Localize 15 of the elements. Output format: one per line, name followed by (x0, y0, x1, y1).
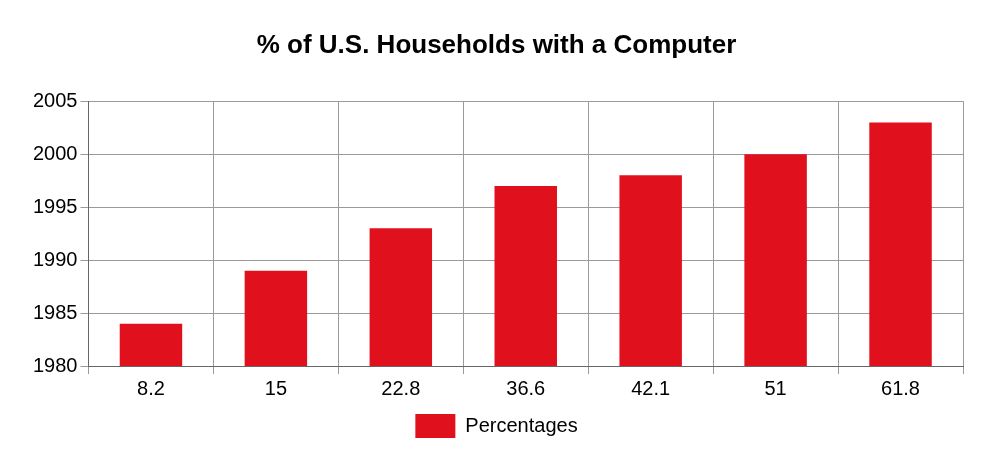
y-tick-label: 1980 (32, 353, 78, 376)
y-tick-label: 1995 (32, 194, 78, 217)
legend-label: Percentages (465, 413, 578, 436)
x-tick-label: 61.8 (881, 376, 920, 399)
y-tick-label: 1990 (32, 247, 78, 270)
y-tick-label: 2005 (32, 88, 78, 111)
x-tick-label: 51 (764, 376, 787, 399)
y-tick-label: 2000 (32, 141, 78, 164)
x-tick-label: 42.1 (631, 376, 671, 399)
x-tick-label: 36.6 (506, 376, 546, 399)
y-tick-label: 1985 (32, 300, 78, 323)
x-tick-label: 15 (264, 376, 288, 399)
chart-title: % of U.S. Households with a Computer (256, 28, 737, 59)
x-tick-label: 8.2 (137, 376, 165, 399)
x-tick-label: 22.8 (381, 376, 421, 399)
